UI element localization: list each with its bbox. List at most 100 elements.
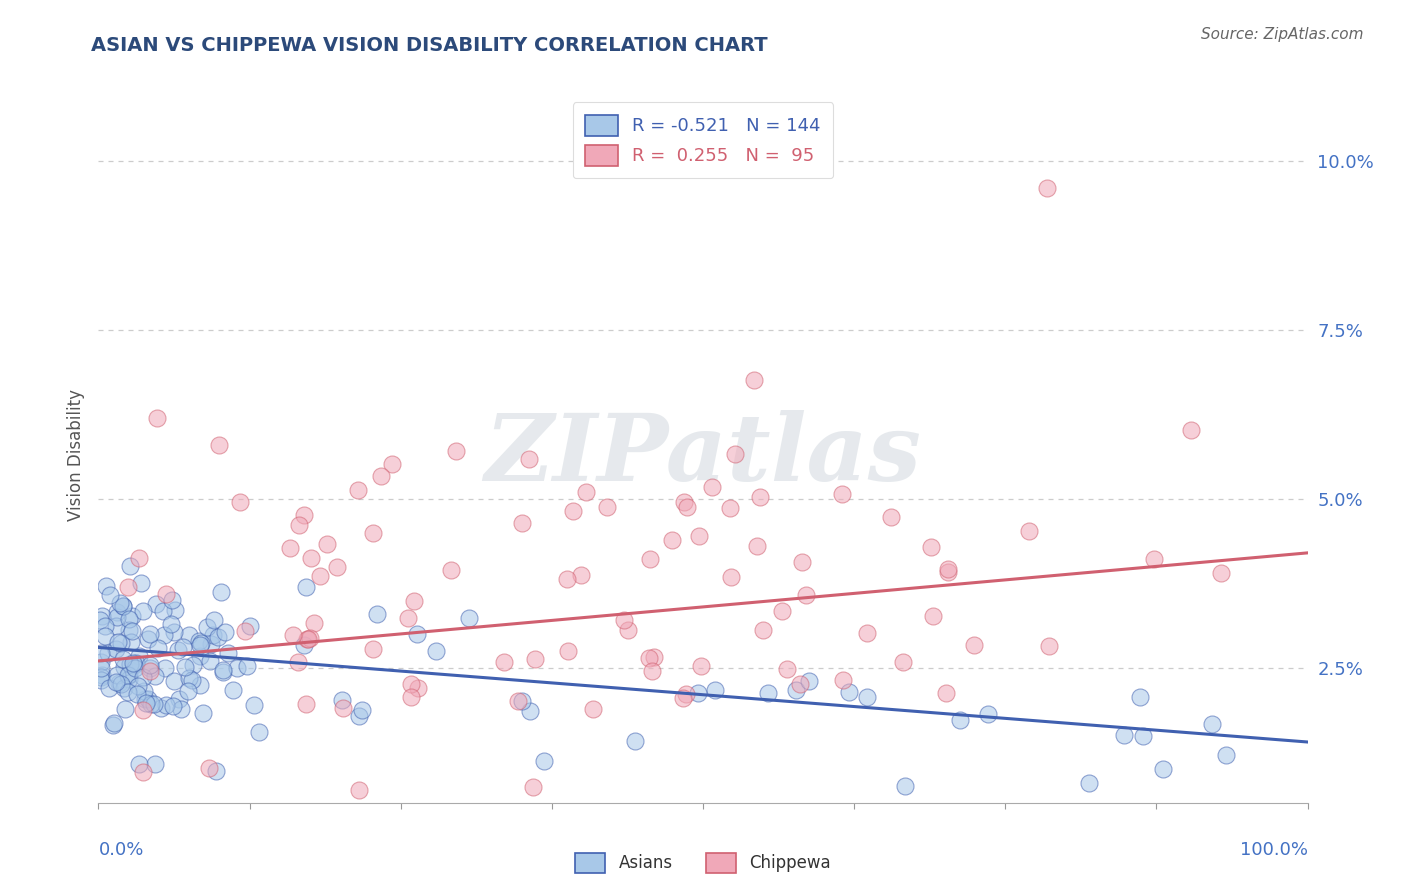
Point — [688, 528, 710, 542]
Point — [405, 627, 427, 641]
Point — [139, 627, 162, 641]
Point — [214, 625, 236, 640]
Point — [118, 667, 141, 681]
Point — [718, 501, 741, 516]
Point — [91, 667, 114, 681]
Point — [128, 551, 150, 566]
Point — [143, 669, 166, 683]
Point — [399, 690, 422, 704]
Point — [381, 457, 404, 471]
Point — [208, 438, 231, 452]
Point — [226, 660, 249, 674]
Point — [242, 698, 264, 713]
Point — [107, 635, 129, 649]
Point — [936, 565, 959, 579]
Point — [91, 608, 114, 623]
Point — [292, 639, 315, 653]
Point — [533, 754, 555, 768]
Y-axis label: Vision Disability: Vision Disability — [66, 389, 84, 521]
Point — [132, 703, 155, 717]
Point — [118, 657, 141, 671]
Point — [789, 677, 811, 691]
Point — [122, 656, 145, 670]
Point — [347, 783, 370, 797]
Point — [105, 610, 128, 624]
Point — [117, 685, 139, 699]
Point — [519, 705, 541, 719]
Point — [105, 675, 128, 690]
Point — [152, 604, 174, 618]
Point — [557, 644, 579, 658]
Point — [745, 539, 768, 553]
Point — [638, 651, 661, 665]
Point — [894, 779, 917, 793]
Text: 0.0%: 0.0% — [98, 841, 143, 859]
Point — [127, 679, 149, 693]
Legend: R = -0.521   N = 144, R =  0.255   N =  95: R = -0.521 N = 144, R = 0.255 N = 95 — [572, 103, 834, 178]
Point — [402, 593, 425, 607]
Point — [217, 646, 239, 660]
Point — [406, 681, 429, 695]
Point — [90, 673, 112, 688]
Point — [582, 702, 605, 716]
Point — [785, 682, 807, 697]
Point — [107, 675, 129, 690]
Point — [517, 452, 540, 467]
Point — [138, 664, 160, 678]
Point — [181, 657, 204, 672]
Point — [689, 659, 711, 673]
Point — [190, 636, 212, 650]
Point — [170, 702, 193, 716]
Point — [204, 764, 226, 778]
Point — [112, 599, 135, 613]
Point — [797, 674, 820, 689]
Point — [124, 661, 146, 675]
Point — [172, 640, 194, 655]
Point — [90, 655, 112, 669]
Point — [236, 658, 259, 673]
Point — [396, 611, 419, 625]
Text: Source: ZipAtlas.com: Source: ZipAtlas.com — [1201, 27, 1364, 42]
Point — [1112, 728, 1135, 742]
Point — [174, 660, 197, 674]
Point — [146, 410, 169, 425]
Point — [233, 624, 256, 638]
Point — [191, 706, 214, 721]
Point — [211, 585, 233, 599]
Point — [1038, 639, 1060, 653]
Point — [202, 613, 225, 627]
Point — [302, 616, 325, 631]
Point — [292, 508, 315, 522]
Point — [361, 641, 384, 656]
Point — [247, 725, 270, 739]
Point — [180, 673, 202, 687]
Point — [132, 764, 155, 779]
Point — [724, 447, 747, 461]
Point — [125, 656, 148, 670]
Point — [163, 624, 186, 639]
Point — [132, 604, 155, 618]
Point — [922, 609, 945, 624]
Point — [149, 701, 172, 715]
Point — [94, 629, 117, 643]
Point — [188, 638, 211, 652]
Point — [145, 597, 167, 611]
Point — [977, 707, 1000, 722]
Point — [366, 607, 388, 621]
Point — [326, 559, 349, 574]
Legend: Asians, Chippewa: Asians, Chippewa — [568, 847, 838, 880]
Point — [146, 641, 169, 656]
Point — [127, 687, 149, 701]
Point — [105, 619, 128, 633]
Point — [112, 599, 135, 613]
Point — [105, 641, 128, 656]
Point — [188, 678, 211, 692]
Point — [561, 504, 583, 518]
Point — [316, 537, 339, 551]
Point — [700, 480, 723, 494]
Point — [1143, 552, 1166, 566]
Point — [297, 632, 319, 646]
Point — [936, 562, 959, 576]
Point — [575, 485, 598, 500]
Point — [110, 636, 132, 650]
